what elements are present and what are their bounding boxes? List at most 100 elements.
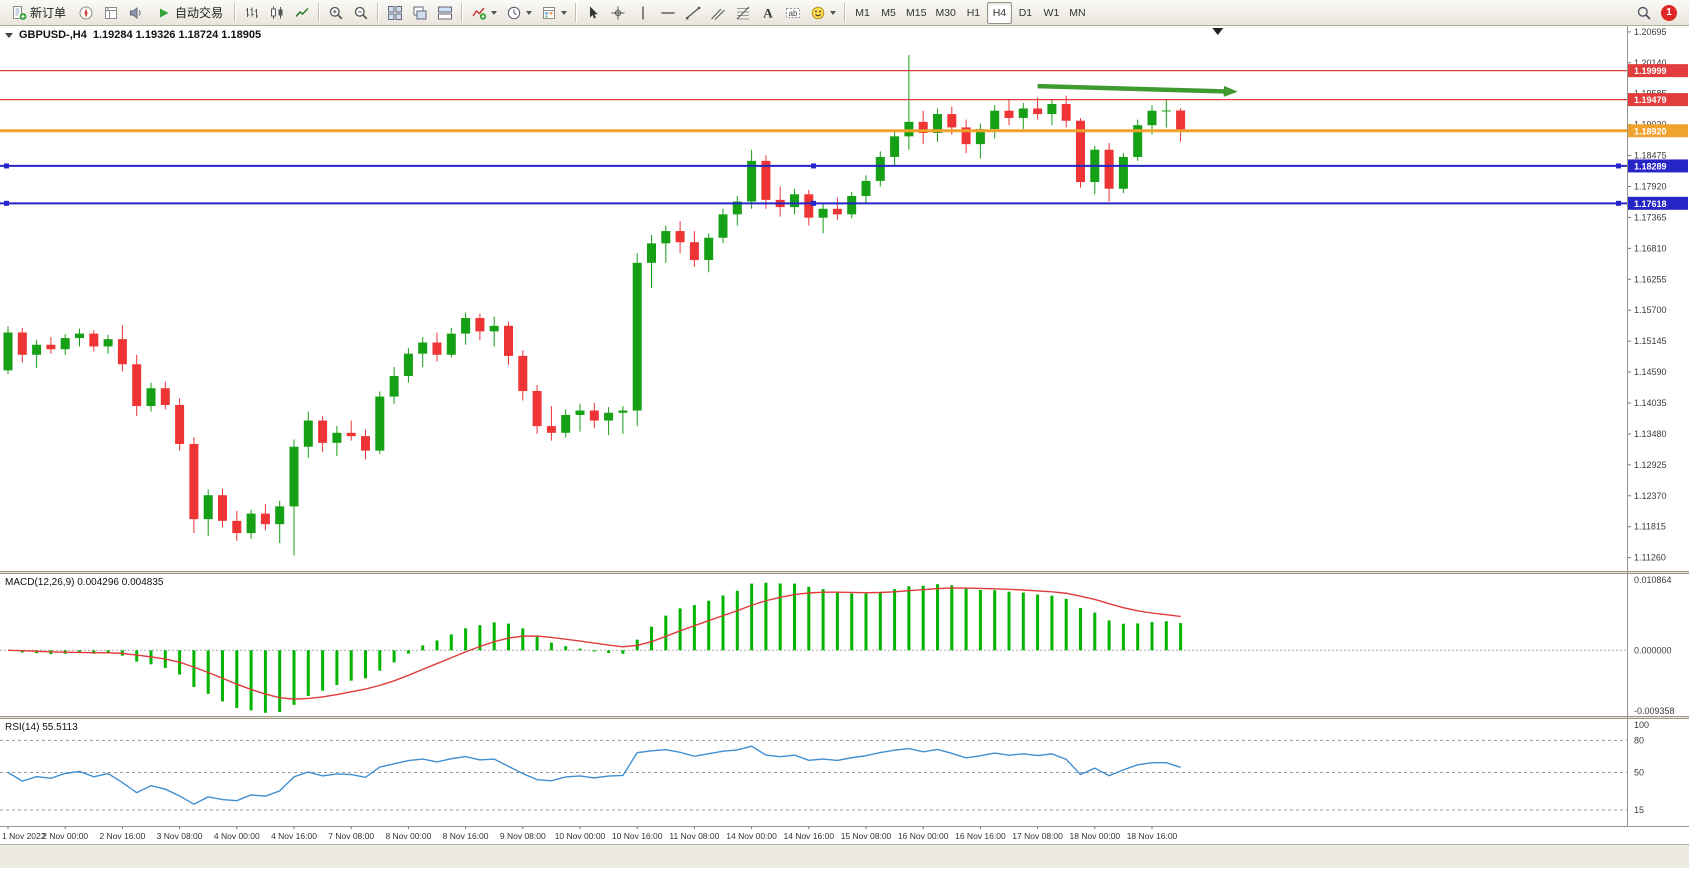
svg-text:1.18475: 1.18475	[1634, 151, 1667, 161]
svg-text:15: 15	[1634, 805, 1644, 815]
svg-text:14 Nov 16:00: 14 Nov 16:00	[784, 831, 835, 841]
svg-text:1.15700: 1.15700	[1634, 305, 1667, 315]
svg-text:50: 50	[1634, 768, 1644, 778]
svg-text:9 Nov 08:00: 9 Nov 08:00	[500, 831, 546, 841]
svg-text:1.13480: 1.13480	[1634, 429, 1667, 439]
svg-text:0.000000: 0.000000	[1634, 645, 1672, 655]
horizontal-line-tool-button[interactable]	[656, 2, 680, 24]
candlestick-chart-button[interactable]	[265, 2, 289, 24]
bar-chart-button[interactable]	[240, 2, 264, 24]
svg-text:0.010864: 0.010864	[1634, 575, 1672, 585]
svg-text:10 Nov 16:00: 10 Nov 16:00	[612, 831, 663, 841]
chevron-down-icon	[830, 10, 837, 15]
chart-canvas[interactable]: 1.206951.201401.195851.190301.184751.179…	[0, 26, 1689, 868]
autotrading-label: 自动交易	[175, 6, 224, 20]
vertical-line-tool-button[interactable]	[631, 2, 655, 24]
svg-text:1.20695: 1.20695	[1634, 27, 1667, 37]
svg-text:8 Nov 00:00: 8 Nov 00:00	[385, 831, 431, 841]
timeframe-m15[interactable]: M15	[902, 2, 930, 24]
svg-text:1.14035: 1.14035	[1634, 398, 1667, 408]
cascade-windows-button[interactable]	[408, 2, 432, 24]
svg-text:18 Nov 00:00: 18 Nov 00:00	[1070, 831, 1121, 841]
vertical-line-icon	[642, 6, 644, 19]
data-window-icon	[105, 6, 118, 19]
autotrading-play-icon	[160, 8, 169, 17]
toolbar-separator	[377, 3, 380, 22]
zoom-in-icon	[329, 6, 343, 19]
template-icon	[543, 6, 556, 19]
trendline-tool-button[interactable]	[681, 2, 705, 24]
templates-button[interactable]	[537, 2, 571, 24]
svg-text:-0.009358: -0.009358	[1634, 706, 1675, 716]
svg-text:14 Nov 00:00: 14 Nov 00:00	[726, 831, 777, 841]
toolbar-separator	[575, 3, 578, 22]
timeframe-h4[interactable]: H4	[986, 1, 1012, 24]
toolbar-separator	[234, 3, 237, 22]
cursor-tool-button[interactable]	[581, 2, 605, 24]
terminal-button[interactable]	[124, 2, 148, 24]
zoom-in-button[interactable]	[324, 2, 348, 24]
svg-text:10 Nov 00:00: 10 Nov 00:00	[555, 831, 606, 841]
timeframe-m5[interactable]: M5	[876, 2, 901, 24]
chart-window: 1.206951.201401.195851.190301.184751.179…	[0, 26, 1689, 868]
shapes-tool-button[interactable]	[806, 2, 840, 24]
timeframe-m1[interactable]: M1	[850, 2, 875, 24]
navigator-button[interactable]	[74, 2, 98, 24]
svg-text:8 Nov 16:00: 8 Nov 16:00	[443, 831, 489, 841]
svg-text:1.20140: 1.20140	[1634, 58, 1667, 68]
timeframe-mn[interactable]: MN	[1065, 2, 1090, 24]
trendline-icon	[686, 6, 701, 19]
timeframe-d1[interactable]: D1	[1013, 2, 1038, 24]
tile-windows-button[interactable]	[383, 2, 407, 24]
fibonacci-tool-button[interactable]	[731, 2, 755, 24]
collapse-triangle-icon[interactable]	[5, 32, 13, 38]
label-tool-button[interactable]: ab	[781, 2, 805, 24]
main-toolbar: 新订单 自动交易	[0, 0, 1689, 26]
timeframe-m30[interactable]: M30	[931, 2, 959, 24]
svg-text:1.18920: 1.18920	[1634, 126, 1667, 136]
periods-button[interactable]	[502, 2, 536, 24]
svg-text:1 Nov 2022: 1 Nov 2022	[2, 831, 46, 841]
text-tool-button[interactable]: A	[756, 2, 780, 24]
autotrading-button[interactable]: 自动交易	[149, 2, 230, 24]
macd-indicator-label: MACD(12,26,9) 0.004296 0.004835	[5, 577, 164, 588]
rsi-indicator-label: RSI(14) 55.5113	[5, 722, 78, 733]
svg-text:1.19479: 1.19479	[1634, 95, 1667, 105]
toolbar-separator	[318, 3, 321, 22]
chart-title: GBPUSD-,H4 1.19284 1.19326 1.18724 1.189…	[5, 29, 261, 41]
line-chart-icon	[295, 7, 309, 17]
timeframe-h1[interactable]: H1	[961, 2, 986, 24]
notification-badge[interactable]: 1	[1661, 4, 1677, 21]
svg-text:2 Nov 00:00: 2 Nov 00:00	[42, 831, 88, 841]
fibonacci-icon	[736, 6, 750, 19]
search-button[interactable]	[1632, 2, 1656, 24]
toolbar-separator	[844, 3, 847, 22]
zoom-out-button[interactable]	[349, 2, 373, 24]
svg-text:1.11260: 1.11260	[1634, 553, 1666, 563]
indicators-icon	[472, 7, 487, 20]
svg-text:1.19999: 1.19999	[1634, 66, 1667, 76]
arrange-windows-button[interactable]	[433, 2, 457, 24]
new-order-button[interactable]: 新订单	[4, 2, 73, 24]
svg-text:1.14590: 1.14590	[1634, 367, 1667, 377]
text-icon: A	[763, 5, 773, 20]
svg-text:A: A	[763, 5, 773, 20]
crosshair-tool-button[interactable]	[606, 2, 630, 24]
svg-text:16 Nov 16:00: 16 Nov 16:00	[955, 831, 1006, 841]
data-window-button[interactable]	[99, 2, 123, 24]
compass-icon	[79, 6, 93, 19]
tile-windows-icon	[388, 5, 403, 20]
shapes-smiley-icon	[811, 6, 825, 19]
candlestick-icon	[271, 6, 283, 19]
bar-chart-icon	[246, 7, 259, 18]
line-chart-button[interactable]	[290, 2, 314, 24]
svg-text:100: 100	[1634, 720, 1649, 730]
cascade-windows-icon	[413, 6, 427, 19]
symbol-period-label: GBPUSD-,H4	[19, 29, 87, 41]
new-order-label: 新订单	[30, 6, 67, 20]
channel-tool-button[interactable]	[706, 2, 730, 24]
channel-icon	[711, 8, 725, 20]
timeframe-w1[interactable]: W1	[1039, 2, 1064, 24]
indicators-button[interactable]	[467, 2, 501, 24]
zoom-out-icon	[354, 6, 368, 19]
